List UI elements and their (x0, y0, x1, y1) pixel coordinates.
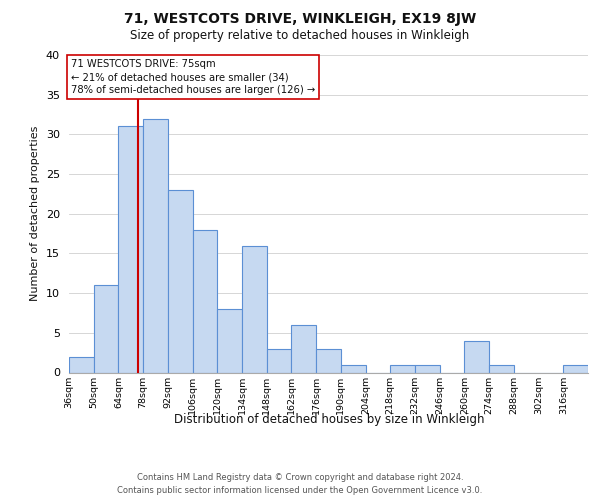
Bar (341, 364, 365, 372)
Text: Contains public sector information licensed under the Open Government Licence v3: Contains public sector information licen… (118, 486, 482, 495)
Bar (94, 285, 118, 372)
Y-axis label: Number of detached properties: Number of detached properties (30, 126, 40, 302)
Bar (242, 246, 267, 372)
Text: Distribution of detached houses by size in Winkleigh: Distribution of detached houses by size … (173, 412, 484, 426)
Bar (143, 118, 168, 372)
Text: Size of property relative to detached houses in Winkleigh: Size of property relative to detached ho… (130, 29, 470, 42)
Bar (267, 348, 292, 372)
Bar (292, 325, 316, 372)
Bar (118, 126, 143, 372)
Bar (390, 364, 415, 372)
Bar (168, 190, 193, 372)
Text: 71, WESTCOTS DRIVE, WINKLEIGH, EX19 8JW: 71, WESTCOTS DRIVE, WINKLEIGH, EX19 8JW (124, 12, 476, 26)
Text: 71 WESTCOTS DRIVE: 75sqm
← 21% of detached houses are smaller (34)
78% of semi-d: 71 WESTCOTS DRIVE: 75sqm ← 21% of detach… (71, 59, 315, 96)
Bar (563, 364, 588, 372)
Bar (489, 364, 514, 372)
Bar (193, 230, 217, 372)
Bar (316, 348, 341, 372)
Text: Contains HM Land Registry data © Crown copyright and database right 2024.: Contains HM Land Registry data © Crown c… (137, 472, 463, 482)
Bar (69, 356, 94, 372)
Bar (464, 341, 489, 372)
Bar (415, 364, 440, 372)
Bar (217, 309, 242, 372)
